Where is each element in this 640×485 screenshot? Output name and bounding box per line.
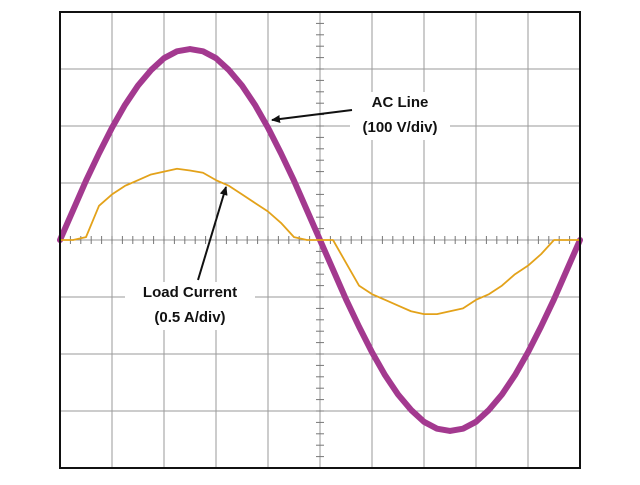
annotation: Load Current: [143, 284, 237, 301]
annotation: AC Line: [372, 94, 429, 111]
arrow: [271, 109, 353, 123]
annotation: (100 V/div): [362, 119, 437, 136]
plot-frame: [59, 11, 581, 469]
label-bg: [350, 92, 450, 140]
arrow: [197, 186, 228, 281]
label-bg: [125, 282, 255, 330]
trace: [59, 167, 581, 315]
annotation: (0.5 A/div): [154, 309, 225, 326]
